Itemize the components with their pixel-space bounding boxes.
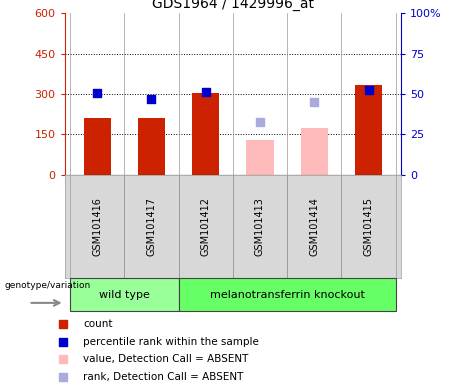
Bar: [192, 93, 219, 175]
Text: count: count: [83, 319, 112, 329]
Text: genotype/variation: genotype/variation: [5, 281, 91, 290]
Point: [365, 87, 372, 93]
Bar: [246, 140, 273, 175]
Text: GSM101413: GSM101413: [255, 197, 265, 256]
Text: GSM101416: GSM101416: [92, 197, 102, 256]
Bar: [138, 118, 165, 175]
Text: GSM101415: GSM101415: [364, 197, 373, 256]
Bar: [301, 127, 328, 175]
Bar: [83, 118, 111, 175]
Point: [59, 374, 67, 380]
Text: GSM101412: GSM101412: [201, 197, 211, 256]
Point: [59, 321, 67, 327]
Text: GSM101414: GSM101414: [309, 197, 319, 256]
Text: rank, Detection Call = ABSENT: rank, Detection Call = ABSENT: [83, 372, 243, 382]
Point: [59, 356, 67, 362]
Title: GDS1964 / 1429996_at: GDS1964 / 1429996_at: [152, 0, 314, 11]
Point: [59, 339, 67, 345]
Point: [148, 96, 155, 103]
Text: percentile rank within the sample: percentile rank within the sample: [83, 337, 259, 347]
Point: [202, 89, 209, 95]
Point: [311, 99, 318, 105]
Text: melanotransferrin knockout: melanotransferrin knockout: [210, 290, 365, 300]
Text: value, Detection Call = ABSENT: value, Detection Call = ABSENT: [83, 354, 248, 364]
Text: GSM101417: GSM101417: [147, 197, 156, 256]
Point: [256, 119, 264, 125]
Text: wild type: wild type: [99, 290, 150, 300]
Bar: [70, 278, 178, 311]
Bar: [178, 278, 396, 311]
Point: [94, 90, 101, 96]
Bar: [355, 84, 382, 175]
